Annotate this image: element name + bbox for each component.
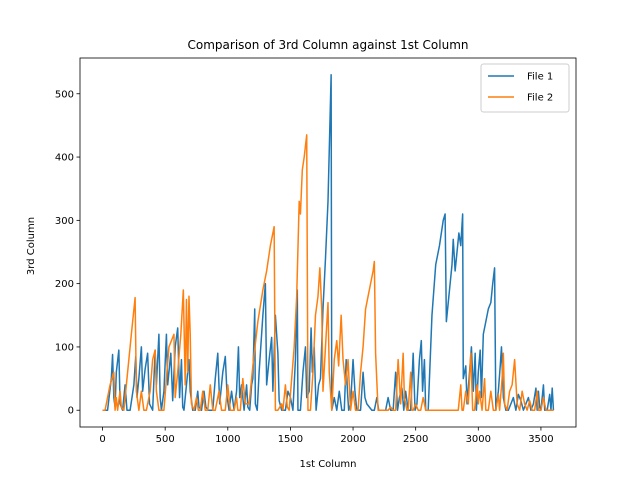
series-line-2 bbox=[102, 134, 554, 411]
x-axis-label: 1st Column bbox=[300, 459, 357, 470]
x-tick-label: 2000 bbox=[340, 434, 365, 445]
axes-frame bbox=[79, 57, 577, 428]
x-tick-label: 3000 bbox=[466, 434, 491, 445]
y-tick-label: 400 bbox=[55, 153, 74, 164]
legend-entry-2: File 2 bbox=[527, 93, 553, 104]
series-line-1 bbox=[102, 74, 555, 411]
x-tick-label: 2500 bbox=[403, 434, 428, 445]
x-tick-label: 3500 bbox=[528, 434, 553, 445]
y-tick-label: 300 bbox=[55, 216, 74, 227]
legend-entry-1: File 1 bbox=[527, 72, 553, 83]
chart-title: Comparison of 3rd Column against 1st Col… bbox=[188, 38, 469, 52]
plot-area: 0 500 1000 1500 2000 2500 3000 3500 0 100 200 300 40… bbox=[55, 57, 577, 445]
x-tick-label: 1000 bbox=[215, 434, 240, 445]
y-tick-label: 0 bbox=[68, 406, 74, 417]
y-tick-label: 100 bbox=[55, 342, 74, 353]
y-tick-label: 500 bbox=[55, 89, 74, 100]
x-tick-label: 500 bbox=[156, 434, 175, 445]
x-tick-label: 1500 bbox=[278, 434, 303, 445]
legend: File 1 File 2 bbox=[480, 63, 570, 113]
x-tick-label: 0 bbox=[99, 434, 105, 445]
y-axis-label: 3rd Column bbox=[26, 217, 37, 275]
legend-box bbox=[480, 63, 570, 113]
y-tick-label: 200 bbox=[55, 279, 74, 290]
